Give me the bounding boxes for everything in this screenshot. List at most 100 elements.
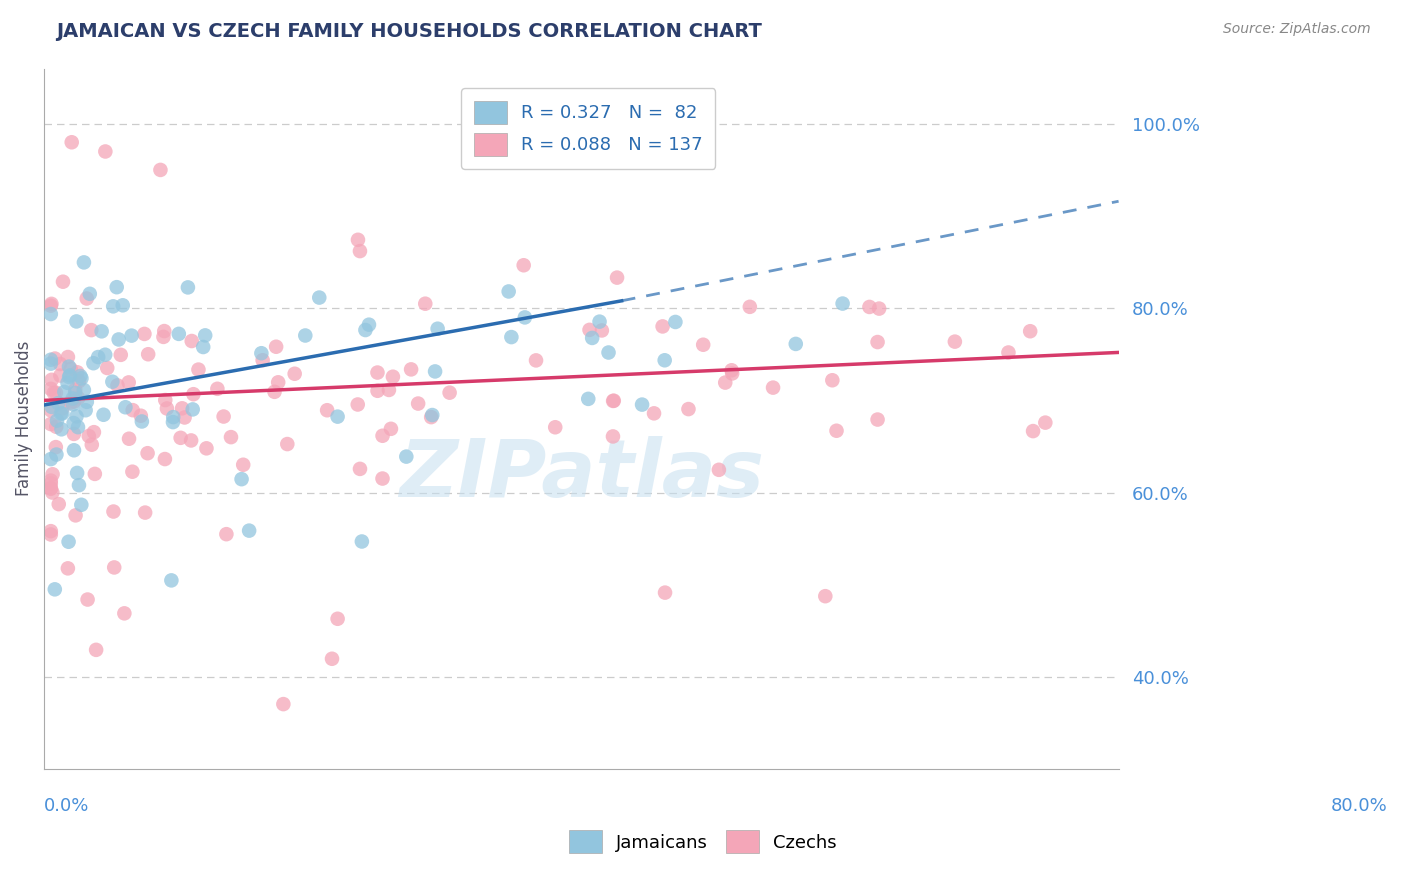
Point: [316, 403, 339, 417]
Point: [153, 324, 176, 338]
Point: [121, 465, 143, 479]
Point: [49, 368, 72, 383]
Point: [103, 560, 125, 574]
Point: [250, 346, 273, 360]
Point: [357, 318, 380, 332]
Point: [69, 369, 91, 384]
Point: [45, 440, 67, 454]
Text: 80.0%: 80.0%: [1330, 797, 1388, 815]
Point: [439, 385, 461, 400]
Point: [602, 393, 624, 408]
Point: [367, 384, 389, 398]
Point: [134, 506, 156, 520]
Point: [41, 373, 63, 387]
Text: JAMAICAN VS CZECH FAMILY HOUSEHOLDS CORRELATION CHART: JAMAICAN VS CZECH FAMILY HOUSEHOLDS CORR…: [56, 22, 762, 41]
Point: [603, 393, 626, 408]
Point: [825, 424, 848, 438]
Point: [350, 534, 373, 549]
Point: [62, 397, 84, 411]
Text: ZIPatlas: ZIPatlas: [399, 436, 763, 514]
Point: [80, 323, 103, 337]
Point: [101, 375, 124, 389]
Point: [207, 382, 229, 396]
Point: [821, 373, 844, 387]
Point: [866, 334, 889, 349]
Point: [48, 497, 70, 511]
Point: [105, 280, 128, 294]
Point: [321, 652, 343, 666]
Point: [193, 340, 215, 354]
Point: [59, 395, 82, 409]
Point: [75, 403, 97, 417]
Point: [238, 524, 260, 538]
Point: [581, 331, 603, 345]
Point: [943, 334, 966, 349]
Point: [177, 280, 200, 294]
Point: [420, 408, 443, 422]
Point: [76, 592, 98, 607]
Point: [62, 416, 84, 430]
Point: [39, 474, 62, 488]
Point: [423, 364, 446, 378]
Point: [643, 406, 665, 420]
Point: [1019, 324, 1042, 338]
Point: [347, 233, 370, 247]
Point: [44, 351, 66, 366]
Point: [152, 330, 174, 344]
Point: [111, 298, 134, 312]
Point: [118, 376, 141, 390]
Point: [80, 438, 103, 452]
Point: [858, 300, 880, 314]
Point: [79, 286, 101, 301]
Legend: R = 0.327   N =  82, R = 0.088   N = 137: R = 0.327 N = 82, R = 0.088 N = 137: [461, 88, 716, 169]
Point: [180, 434, 202, 448]
Point: [720, 363, 742, 377]
Point: [366, 366, 388, 380]
Point: [346, 397, 368, 411]
Point: [267, 376, 290, 390]
Point: [65, 508, 87, 523]
Point: [513, 310, 536, 325]
Point: [512, 258, 534, 272]
Point: [39, 417, 62, 431]
Point: [66, 365, 89, 379]
Point: [73, 255, 96, 269]
Point: [65, 383, 87, 397]
Point: [276, 437, 298, 451]
Point: [866, 412, 889, 426]
Text: Source: ZipAtlas.com: Source: ZipAtlas.com: [1223, 22, 1371, 37]
Point: [67, 391, 90, 405]
Point: [39, 307, 62, 321]
Point: [187, 362, 209, 376]
Point: [654, 585, 676, 599]
Point: [134, 326, 156, 341]
Point: [664, 315, 686, 329]
Point: [1033, 416, 1056, 430]
Point: [326, 612, 349, 626]
Point: [39, 482, 62, 496]
Point: [49, 357, 72, 371]
Point: [129, 409, 152, 423]
Point: [67, 374, 90, 388]
Point: [70, 371, 93, 385]
Point: [219, 430, 242, 444]
Point: [58, 370, 80, 384]
Point: [371, 471, 394, 485]
Point: [814, 589, 837, 603]
Point: [60, 135, 83, 149]
Point: [39, 481, 62, 495]
Point: [153, 452, 176, 467]
Point: [231, 472, 253, 486]
Point: [77, 429, 100, 443]
Point: [155, 392, 177, 407]
Y-axis label: Family Households: Family Households: [15, 341, 32, 497]
Point: [308, 291, 330, 305]
Point: [232, 458, 254, 472]
Point: [42, 385, 65, 400]
Point: [868, 301, 890, 316]
Point: [39, 357, 62, 371]
Point: [39, 352, 62, 367]
Point: [41, 400, 63, 414]
Point: [149, 162, 172, 177]
Point: [194, 328, 217, 343]
